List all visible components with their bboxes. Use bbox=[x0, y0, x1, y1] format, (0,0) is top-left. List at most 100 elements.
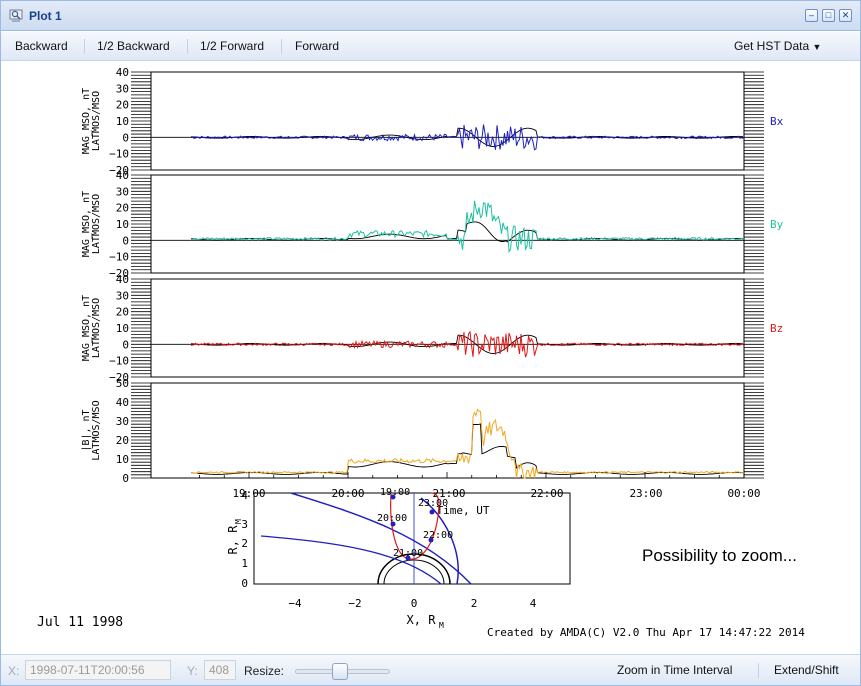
dropdown-arrow-icon: ▼ bbox=[812, 42, 822, 52]
orbit-xtick-label: −4 bbox=[288, 597, 302, 610]
statusbar-separator bbox=[758, 663, 759, 678]
plot-toolbar: Backward 1/2 Backward 1/2 Forward Forwar… bbox=[1, 32, 860, 61]
bow-shock-curve bbox=[290, 492, 472, 585]
magnetopause-curve bbox=[260, 535, 442, 585]
resize-slider-thumb[interactable] bbox=[332, 663, 348, 680]
x-coord-label: X: bbox=[8, 664, 20, 678]
orbit-time-label: 20:00 bbox=[377, 513, 407, 524]
maximize-icon[interactable]: □ bbox=[822, 9, 835, 22]
component-label: Bz bbox=[770, 322, 783, 335]
time-axis-label: Time, UT bbox=[437, 504, 490, 517]
component-series-line bbox=[190, 408, 744, 479]
orbit-plot-frame bbox=[253, 492, 571, 585]
y-tick-label: 40 bbox=[116, 396, 129, 409]
inner-boundary-curve bbox=[420, 497, 459, 585]
backward-button[interactable]: Backward bbox=[15, 39, 68, 53]
panel-frame bbox=[150, 174, 745, 274]
panel-ylabel: LATMOS/MSO bbox=[91, 194, 102, 254]
extend-shift-button[interactable]: Extend/Shift bbox=[774, 663, 839, 677]
component-series-line bbox=[190, 330, 744, 358]
orbit-ytick-label: 3 bbox=[241, 518, 248, 531]
y-tick-label: 0 bbox=[122, 338, 129, 351]
panel-frame bbox=[150, 71, 745, 171]
panel-ylabel: MAG_MSO, nT bbox=[81, 88, 92, 154]
component-series-line bbox=[191, 200, 744, 254]
window-title: Plot 1 bbox=[29, 9, 62, 23]
toolbar-separator bbox=[187, 39, 188, 54]
y-tick-label: 20 bbox=[116, 202, 129, 215]
y-tick-label: −20 bbox=[109, 371, 129, 384]
orbit-time-label: 23:00 bbox=[418, 498, 448, 509]
component-series-line bbox=[190, 124, 744, 151]
orbit-xtick-label: −2 bbox=[348, 597, 361, 610]
component-label: Bx bbox=[770, 115, 784, 128]
time-axis: 19:00 20:00 21:00 22:00 23:00 00:00 Time… bbox=[232, 487, 760, 517]
orbit-ytick-label: 0 bbox=[241, 577, 248, 590]
orbit-xtick-label: 4 bbox=[530, 597, 537, 610]
plot-canvas[interactable]: 40 30 20 10 0 −10 −20 MAG_MSO, nT LATMOS/MSO Bx 40… bbox=[1, 62, 860, 654]
reference-series-line bbox=[190, 423, 744, 475]
orbit-xtick-label: 2 bbox=[471, 597, 478, 610]
forward-button[interactable]: Forward bbox=[295, 39, 340, 53]
time-tick-label: 19:00 bbox=[232, 487, 265, 500]
orbit-ylabel: R, R bbox=[226, 525, 240, 555]
y-tick-label: 40 bbox=[116, 273, 129, 286]
panel-ylabel: LATMOS/MSO bbox=[91, 91, 102, 151]
y-tick-label: −10 bbox=[109, 148, 129, 161]
panel-ylabel: |B|, nT bbox=[81, 409, 92, 451]
y-coord-field[interactable]: 408 bbox=[204, 660, 236, 680]
orbit-xlabel-sub: M bbox=[439, 621, 444, 630]
panel-ylabel: MAG_MSO, nT bbox=[81, 295, 92, 361]
orbit-point bbox=[428, 537, 434, 543]
time-tick-label: 23:00 bbox=[629, 487, 662, 500]
orbit-time-label: 19:00 bbox=[380, 487, 410, 498]
y-tick-label: 30 bbox=[116, 289, 129, 302]
orbit-point bbox=[405, 555, 411, 561]
orbit-ylabel-sub: M bbox=[234, 519, 243, 524]
component-label: By bbox=[770, 218, 784, 231]
half-backward-button[interactable]: 1/2 Backward bbox=[97, 39, 170, 53]
orbit-point bbox=[429, 509, 435, 515]
panel-ylabel: LATMOS/MSO bbox=[91, 400, 102, 460]
y-tick-label: −10 bbox=[109, 355, 129, 368]
panel-frame bbox=[150, 278, 745, 378]
orbit-xlabel: X, R bbox=[407, 613, 437, 627]
orbit-xtick-label: 0 bbox=[411, 597, 418, 610]
resize-label: Resize: bbox=[244, 664, 285, 678]
y-tick-label: 20 bbox=[116, 306, 129, 319]
orbit-ytick-label: 2 bbox=[241, 537, 248, 550]
plot-credit: Created by AMDA(C) V2.0 Thu Apr 17 14:47… bbox=[487, 626, 805, 639]
panel-ylabel: LATMOS/MSO bbox=[91, 298, 102, 358]
y-tick-label: −20 bbox=[109, 267, 129, 280]
get-hst-data-button[interactable]: Get HST Data ▼ bbox=[734, 39, 821, 53]
y-tick-label: 30 bbox=[116, 185, 129, 198]
panel-ylabel: MAG_MSO, nT bbox=[81, 191, 92, 257]
y-tick-label: 30 bbox=[116, 82, 129, 95]
get-hst-data-label: Get HST Data bbox=[734, 39, 810, 53]
close-icon[interactable]: ✕ bbox=[839, 9, 852, 22]
y-coord-label: Y: bbox=[187, 664, 198, 678]
orbit-ytick-label: 1 bbox=[241, 557, 248, 570]
y-tick-label: −20 bbox=[109, 164, 129, 177]
reference-series-line bbox=[191, 221, 744, 243]
orbit-point bbox=[390, 494, 396, 500]
y-tick-label: 20 bbox=[116, 434, 129, 447]
time-tick-label: 00:00 bbox=[727, 487, 760, 500]
zoom-annotation: Possibility to zoom... bbox=[642, 546, 797, 565]
zoom-time-interval-button[interactable]: Zoom in Time Interval bbox=[617, 663, 733, 677]
y-tick-label: 10 bbox=[116, 453, 129, 466]
half-forward-button[interactable]: 1/2 Forward bbox=[200, 39, 265, 53]
y-tick-label: 40 bbox=[116, 169, 129, 182]
x-coord-field[interactable]: 1998-07-11T20:00:56 bbox=[25, 660, 171, 680]
plot-date: Jul 11 1998 bbox=[37, 615, 123, 630]
plot-window-icon bbox=[9, 9, 24, 26]
plot-statusbar: X: 1998-07-11T20:00:56 Y: 408 Resize: Zo… bbox=[1, 654, 860, 685]
orbit-time-label: 22:00 bbox=[423, 530, 453, 541]
y-tick-label: 10 bbox=[116, 322, 129, 335]
orbit-plot: 19:00 20:00 21:00 22:00 23:00 4 3 2 1 0 … bbox=[226, 487, 571, 630]
window-title-bar[interactable]: Plot 1 – □ ✕ bbox=[1, 1, 860, 31]
y-tick-label: 50 bbox=[116, 377, 129, 390]
minimize-icon[interactable]: – bbox=[805, 9, 818, 22]
